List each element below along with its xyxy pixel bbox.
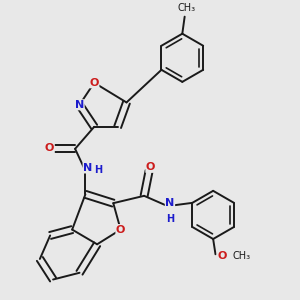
Text: N: N bbox=[165, 198, 175, 208]
Text: H: H bbox=[94, 165, 102, 175]
Text: N: N bbox=[75, 100, 84, 110]
Text: H: H bbox=[167, 214, 175, 224]
Text: CH₃: CH₃ bbox=[232, 251, 251, 261]
Text: O: O bbox=[146, 162, 155, 172]
Text: O: O bbox=[45, 143, 54, 153]
Text: O: O bbox=[116, 225, 125, 235]
Text: CH₃: CH₃ bbox=[177, 3, 195, 13]
Text: O: O bbox=[89, 78, 99, 88]
Text: N: N bbox=[83, 163, 92, 173]
Text: O: O bbox=[217, 251, 226, 261]
